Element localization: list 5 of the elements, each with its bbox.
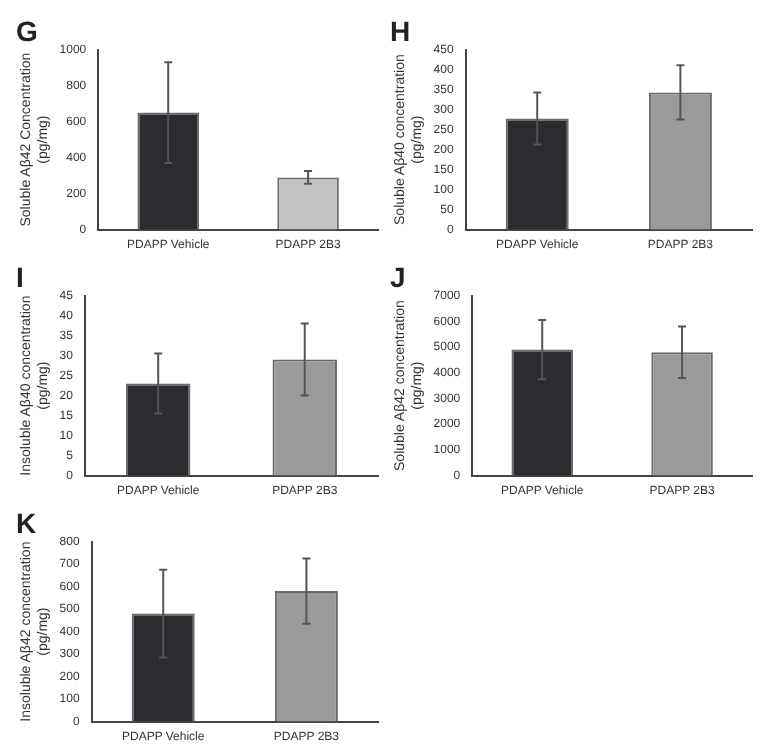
chart-title: I [16, 260, 24, 293]
chart-title: J [390, 260, 406, 293]
chart-title: G [16, 14, 38, 47]
chart-title: K [16, 506, 37, 539]
chart-title: H [390, 14, 411, 47]
